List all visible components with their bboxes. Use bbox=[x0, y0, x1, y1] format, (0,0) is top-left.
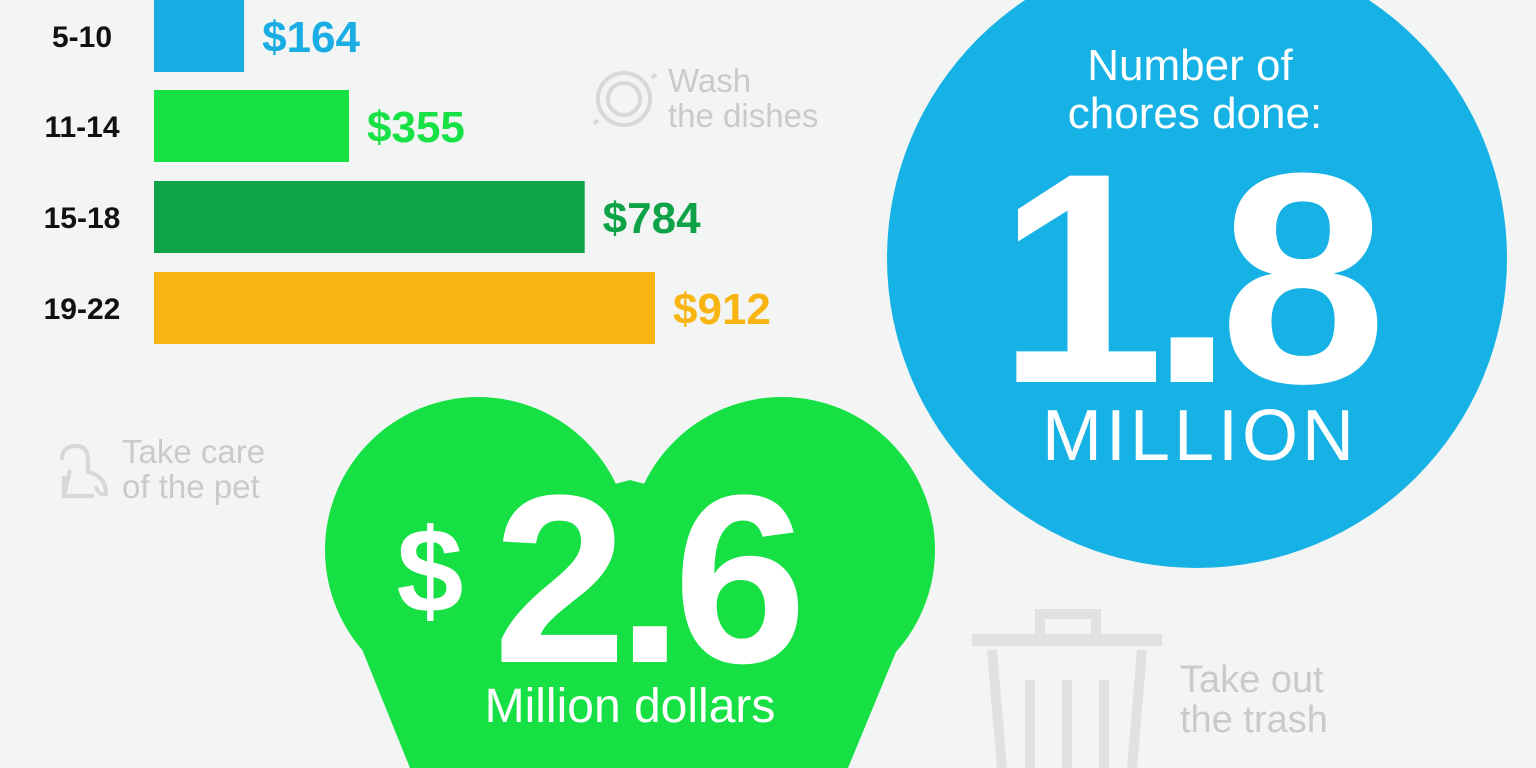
value-label: $164 bbox=[262, 13, 360, 62]
chores-caption: chores done: bbox=[1068, 89, 1322, 138]
pet-icon bbox=[60, 443, 109, 498]
money-heart bbox=[325, 397, 935, 768]
chores-value: 1.8 bbox=[997, 110, 1379, 446]
chore-label: the trash bbox=[1180, 699, 1328, 741]
chore-label: the dishes bbox=[668, 97, 818, 134]
money-unit: Million dollars bbox=[485, 680, 776, 733]
dish-icon bbox=[592, 71, 658, 127]
money-currency: $ bbox=[397, 504, 464, 638]
money-value: 2.6 bbox=[493, 445, 798, 713]
chore-label: Take care bbox=[122, 433, 265, 470]
category-label: 5-10 bbox=[52, 21, 112, 54]
chore-label: Wash bbox=[668, 62, 751, 99]
bar bbox=[154, 90, 350, 162]
value-label: $355 bbox=[367, 103, 465, 152]
trash-icon bbox=[972, 609, 1162, 768]
category-label: 19-22 bbox=[44, 293, 121, 326]
chores-unit: MILLION bbox=[1042, 396, 1358, 476]
category-label: 15-18 bbox=[44, 202, 121, 235]
bar bbox=[154, 272, 655, 344]
chores-caption: Number of bbox=[1087, 41, 1293, 90]
value-label: $784 bbox=[603, 194, 701, 243]
bar bbox=[154, 181, 585, 253]
chores-circle bbox=[887, 0, 1507, 568]
chore-label: Take out bbox=[1180, 659, 1324, 701]
bar bbox=[154, 0, 245, 72]
category-label: 11-14 bbox=[44, 111, 119, 144]
chore-label: of the pet bbox=[122, 468, 260, 505]
value-label: $912 bbox=[673, 285, 771, 334]
